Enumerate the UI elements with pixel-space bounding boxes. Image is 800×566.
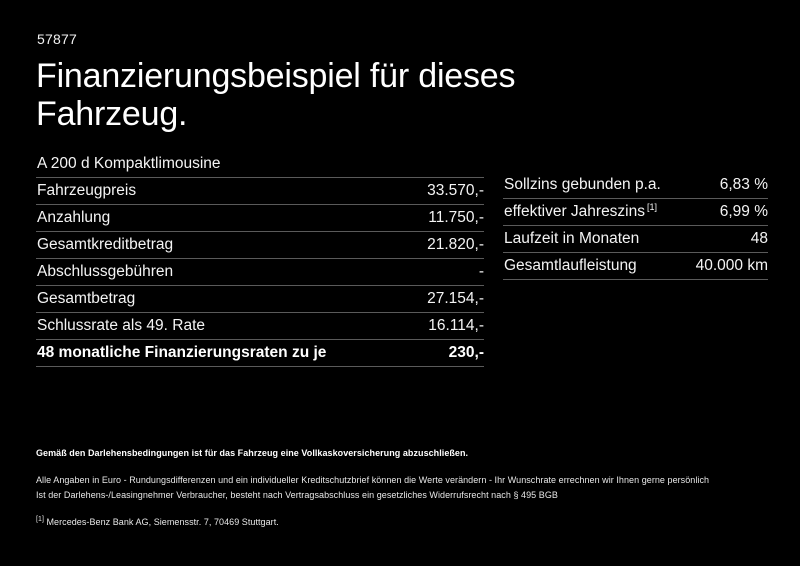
row-value: 230,- xyxy=(448,344,484,361)
row-value: 21.820,- xyxy=(427,236,484,253)
row-value: 6,99 % xyxy=(719,203,768,220)
table-row: Gesamtlaufleistung 40.000 km xyxy=(503,253,768,280)
row-value: 16.114,- xyxy=(428,317,484,334)
row-value: 11.750,- xyxy=(428,209,484,226)
table-row: Anzahlung 11.750,- xyxy=(36,205,484,232)
row-label: Abschlussgebühren xyxy=(37,263,174,280)
table-row: Sollzins gebunden p.a. 6,83 % xyxy=(503,172,768,199)
currency-notice: Alle Angaben in Euro - Rundungsdifferenz… xyxy=(36,475,710,486)
row-value: 33.570,- xyxy=(427,182,484,199)
row-label: effektiver Jahreszins [1] xyxy=(504,201,658,220)
table-row: Laufzeit in Monaten 48 xyxy=(503,226,768,253)
reference-id: 57877 xyxy=(37,31,77,47)
footnotes: Gemäß den Darlehensbedingungen ist für d… xyxy=(36,446,776,529)
row-label: Sollzins gebunden p.a. xyxy=(504,175,663,193)
footnote-marker xyxy=(637,256,639,266)
footnote-marker: [1] xyxy=(647,201,658,212)
vehicle-model-row: A 200 d Kompaktlimousine xyxy=(36,151,484,178)
table-row: Gesamtbetrag 27.154,- xyxy=(36,286,484,313)
table-row: Gesamtkreditbetrag 21.820,- xyxy=(36,232,484,259)
row-value: 40.000 km xyxy=(695,257,768,274)
table-row: effektiver Jahreszins [1] 6,99 % xyxy=(503,199,768,226)
row-label: Gesamtlaufleistung xyxy=(504,256,639,274)
row-value: - xyxy=(478,263,484,280)
page-title: Finanzierungsbeispiel für dieses Fahrzeu… xyxy=(36,57,516,133)
footnote-marker: [1] xyxy=(36,515,44,523)
row-value: 6,83 % xyxy=(719,176,768,193)
row-label: Gesamtkreditbetrag xyxy=(37,236,174,253)
bank-address: Mercedes-Benz Bank AG, Siemensstr. 7, 70… xyxy=(46,516,279,527)
bank-address-note: [1] Mercedes-Benz Bank AG, Siemensstr. 7… xyxy=(36,515,776,529)
table-row: Schlussrate als 49. Rate 16.114,- xyxy=(36,313,484,340)
financing-table: A 200 d Kompaktlimousine Fahrzeugpreis 3… xyxy=(36,151,484,367)
withdrawal-notice: Ist der Darlehens-/Leasingnehmer Verbrau… xyxy=(36,489,558,500)
row-value: 48 xyxy=(750,230,768,247)
monthly-rate-row: 48 monatliche Finanzierungsraten zu je 2… xyxy=(36,340,484,367)
insurance-notice: Gemäß den Darlehensbedingungen ist für d… xyxy=(36,448,469,458)
row-label: Laufzeit in Monaten xyxy=(504,229,641,247)
row-label: Anzahlung xyxy=(37,209,111,226)
vehicle-model-label: A 200 d Kompaktlimousine xyxy=(37,155,221,172)
table-row: Abschlussgebühren - xyxy=(36,259,484,286)
row-value: 27.154,- xyxy=(427,290,484,307)
terms-table: Sollzins gebunden p.a. 6,83 % effektiver… xyxy=(503,172,768,280)
footnote-marker xyxy=(639,229,641,239)
row-label: Gesamtbetrag xyxy=(37,290,136,307)
row-label: Schlussrate als 49. Rate xyxy=(37,317,206,334)
row-label: Fahrzeugpreis xyxy=(37,182,137,199)
table-row: Fahrzeugpreis 33.570,- xyxy=(36,178,484,205)
row-label: 48 monatliche Finanzierungsraten zu je xyxy=(37,344,327,361)
footnote-marker xyxy=(661,175,663,185)
